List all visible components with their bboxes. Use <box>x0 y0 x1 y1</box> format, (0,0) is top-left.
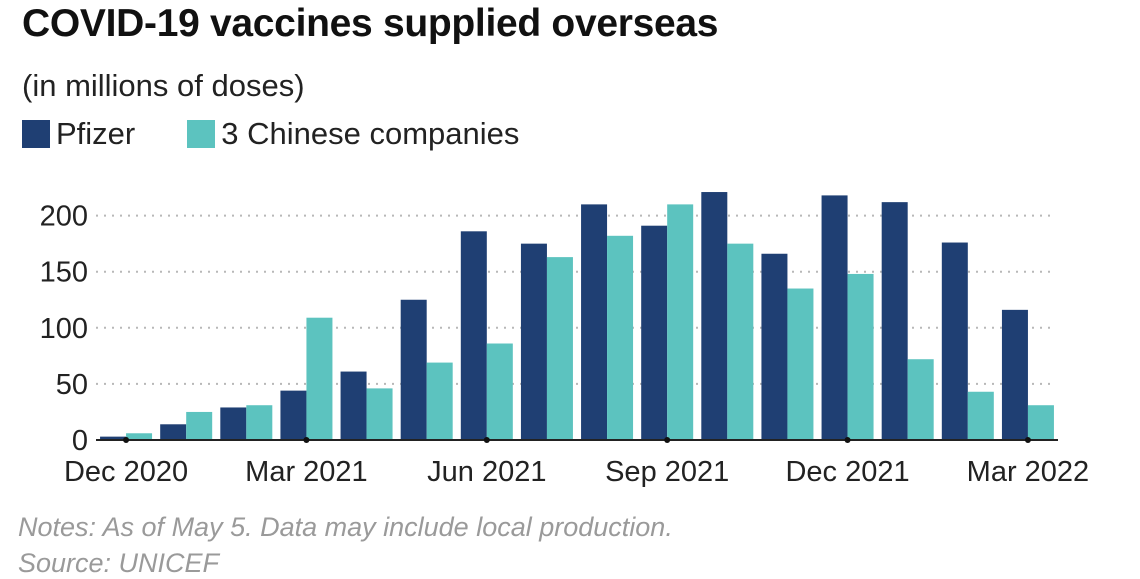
bar-3-chinese-companies-mar-2022 <box>1027 405 1054 440</box>
legend-swatch-pfizer <box>22 120 50 148</box>
bar-3-chinese-companies-feb-2021 <box>246 405 273 440</box>
bar-3-chinese-companies-apr-2021 <box>366 388 393 440</box>
bar-pfizer-feb-2022 <box>941 242 968 440</box>
chart-title: COVID-19 vaccines supplied overseas <box>22 2 719 45</box>
bar-pfizer-nov-2021 <box>761 253 788 440</box>
bar-3-chinese-companies-dec-2021 <box>847 273 874 440</box>
x-tick-mark-jun-2021 <box>483 437 490 443</box>
bars <box>100 192 1054 440</box>
legend-item-pfizer: Pfizer <box>22 116 135 152</box>
bar-3-chinese-companies-jul-2021 <box>546 257 573 440</box>
bar-pfizer-may-2021 <box>400 299 427 440</box>
bar-pfizer-mar-2021 <box>280 390 307 440</box>
y-tick-label-150: 150 <box>40 257 88 289</box>
chart-subtitle: (in millions of doses) <box>22 68 305 103</box>
x-tick-label-mar-2021: Mar 2021 <box>245 456 368 488</box>
notes-text: Notes: As of May 5. Data may include loc… <box>18 512 673 542</box>
legend-label-pfizer: Pfizer <box>56 116 136 151</box>
y-tick-label-100: 100 <box>40 313 88 345</box>
bar-pfizer-mar-2022 <box>1001 309 1028 440</box>
bar-pfizer-jan-2022 <box>881 202 908 440</box>
bar-3-chinese-companies-jun-2021 <box>486 343 513 440</box>
source-text: Source: UNICEF <box>18 548 220 578</box>
bar-pfizer-dec-2021 <box>821 195 848 440</box>
bar-pfizer-sep-2021 <box>641 225 668 440</box>
bar-3-chinese-companies-aug-2021 <box>607 235 634 440</box>
bar-3-chinese-companies-may-2021 <box>426 362 453 440</box>
bar-chart: 0 50 100 150 200 Dec 2020 Mar 2021 Jun 2021 Sep… <box>40 192 1089 488</box>
y-axis: 0 50 100 150 200 <box>40 201 88 457</box>
grid-lines <box>96 214 1052 385</box>
x-tick-mark-sep-2021 <box>664 437 671 443</box>
y-tick-label-50: 50 <box>56 369 88 401</box>
bar-pfizer-dec-2020 <box>100 436 127 440</box>
x-tick-label-jun-2021: Jun 2021 <box>427 456 546 488</box>
legend-label-chinese-companies: 3 Chinese companies <box>221 116 520 151</box>
legend: Pfizer 3 Chinese companies <box>22 116 571 152</box>
x-axis: Dec 2020 Mar 2021 Jun 2021 Sep 2021 Dec 2021… <box>64 437 1089 488</box>
bar-3-chinese-companies-mar-2021 <box>306 317 333 440</box>
bar-3-chinese-companies-feb-2022 <box>967 391 994 440</box>
bar-pfizer-apr-2021 <box>340 371 367 440</box>
y-tick-label-200: 200 <box>40 201 88 233</box>
x-tick-mark-mar-2021 <box>303 437 310 443</box>
x-tick-mark-mar-2022 <box>1024 437 1031 443</box>
bar-pfizer-feb-2021 <box>220 407 247 440</box>
bar-pfizer-oct-2021 <box>701 192 728 440</box>
x-tick-label-mar-2022: Mar 2022 <box>967 456 1090 488</box>
x-tick-label-dec-2020: Dec 2020 <box>64 456 188 488</box>
bar-3-chinese-companies-sep-2021 <box>667 204 694 440</box>
x-tick-label-sep-2021: Sep 2021 <box>605 456 729 488</box>
bar-pfizer-aug-2021 <box>581 204 608 440</box>
y-tick-label-0: 0 <box>72 425 88 457</box>
bar-3-chinese-companies-nov-2021 <box>787 288 814 440</box>
x-tick-mark-dec-2020 <box>123 437 130 443</box>
x-tick-mark-dec-2021 <box>844 437 851 443</box>
legend-item-chinese-companies: 3 Chinese companies <box>187 116 519 152</box>
bar-3-chinese-companies-dec-2020 <box>126 433 153 440</box>
legend-swatch-chinese-companies <box>187 120 216 148</box>
bar-3-chinese-companies-jan-2022 <box>907 359 934 440</box>
bar-pfizer-jan-2021 <box>160 424 187 440</box>
bar-pfizer-jul-2021 <box>520 243 547 440</box>
bar-pfizer-jun-2021 <box>460 231 487 440</box>
bar-3-chinese-companies-oct-2021 <box>727 243 754 440</box>
x-tick-label-dec-2021: Dec 2021 <box>785 456 909 488</box>
bar-3-chinese-companies-jan-2021 <box>186 411 213 440</box>
